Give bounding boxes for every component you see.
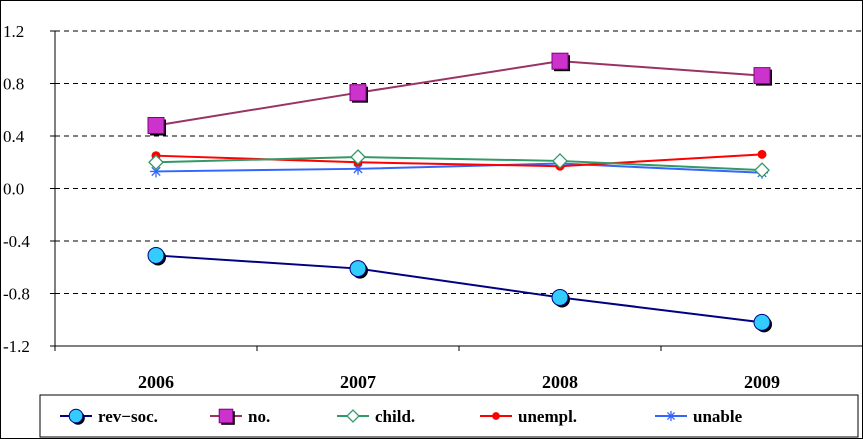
y-tick-label: 0.0 xyxy=(3,180,24,199)
legend-entry: child. xyxy=(337,407,415,426)
y-tick-label: -1.2 xyxy=(3,337,30,356)
marker-square xyxy=(218,408,234,424)
x-tick-labels: 2006 2007 2008 2009 xyxy=(138,372,780,392)
x-tick-label: 2006 xyxy=(138,372,174,392)
marker-asterisk xyxy=(665,410,677,422)
series-line xyxy=(155,162,763,174)
marker-diamond xyxy=(754,162,770,179)
marker-circle xyxy=(551,288,569,306)
y-tick-labels: 1.2 0.8 0.4 0.0 -0.4 -0.8 -1.2 xyxy=(3,22,30,356)
marker-diamond xyxy=(552,153,568,169)
y-tick-label: 0.4 xyxy=(3,127,25,146)
marker-circle xyxy=(147,246,165,264)
series-0 xyxy=(147,246,772,333)
marker-circle xyxy=(68,408,84,424)
series-line xyxy=(155,254,763,324)
marker-diamond xyxy=(346,409,360,423)
legend-label: no. xyxy=(248,407,270,426)
marker-dot xyxy=(757,149,767,159)
x-tick-label: 2009 xyxy=(744,372,780,392)
marker-circle xyxy=(753,313,771,331)
legend-label: unempl. xyxy=(518,407,577,426)
y-tick-label: -0.8 xyxy=(3,285,30,304)
series-line xyxy=(155,60,763,127)
legend-label: child. xyxy=(375,407,415,426)
y-tick-label: -0.4 xyxy=(3,232,30,251)
series-1 xyxy=(147,52,772,136)
axes xyxy=(50,30,863,351)
legend-label: rev−soc. xyxy=(98,407,158,426)
legend-entry: unable xyxy=(655,407,743,426)
marker-diamond xyxy=(148,154,164,171)
marker-diamond xyxy=(350,149,366,165)
y-tick-label: 1.2 xyxy=(3,22,24,41)
series-2 xyxy=(148,149,770,179)
marker-circle xyxy=(349,260,367,278)
marker-square xyxy=(753,67,771,85)
x-tick-label: 2007 xyxy=(340,372,376,392)
marker-square xyxy=(551,52,569,70)
legend-box xyxy=(39,394,859,438)
series-line xyxy=(155,155,763,172)
legend-entry: no. xyxy=(210,407,270,426)
y-tick-label: 0.8 xyxy=(3,75,24,94)
legend: rev−soc. no. child. unempl. unable xyxy=(39,394,859,438)
legend-label: unable xyxy=(693,407,743,426)
series-group xyxy=(147,52,772,333)
marker-square xyxy=(349,84,367,102)
marker-square xyxy=(147,117,165,134)
legend-entry: rev−soc. xyxy=(60,407,158,426)
legend-entry: unempl. xyxy=(480,407,577,426)
marker-dot xyxy=(492,412,500,420)
x-tick-label: 2008 xyxy=(542,372,578,392)
